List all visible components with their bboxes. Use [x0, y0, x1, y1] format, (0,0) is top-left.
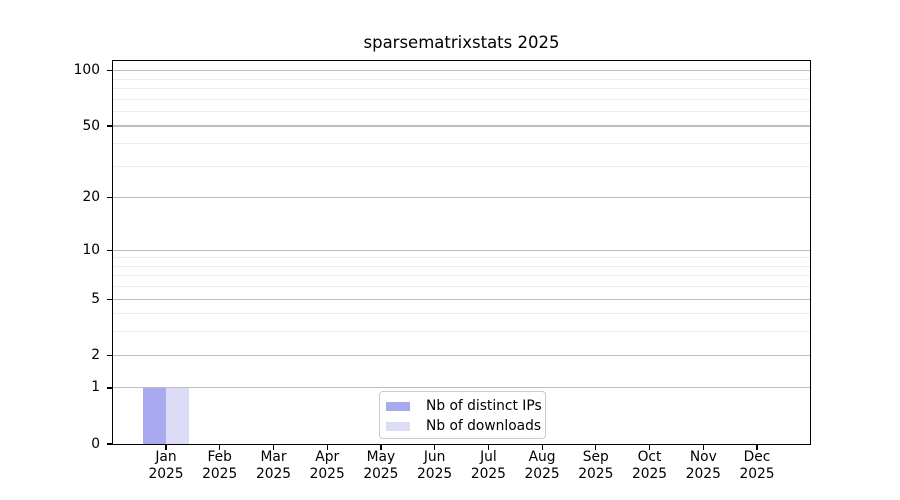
major-gridline — [113, 387, 810, 389]
legend-swatch — [386, 401, 410, 411]
y-tick-mark — [107, 443, 113, 445]
minor-gridline — [113, 143, 810, 145]
plot-area — [112, 60, 811, 445]
x-tick-mark — [541, 444, 543, 450]
major-gridline — [113, 298, 810, 300]
bar-distinct-ips — [143, 387, 166, 444]
x-tick-mark — [326, 444, 328, 450]
x-tick-label: Oct 2025 — [631, 449, 668, 482]
x-tick-mark — [219, 444, 221, 450]
minor-gridline — [113, 286, 810, 288]
x-tick-label: Dec 2025 — [739, 449, 775, 482]
minor-gridline — [113, 313, 810, 315]
x-tick-mark — [702, 444, 704, 450]
x-tick-label: Mar 2025 — [255, 449, 292, 482]
legend: Nb of distinct IPs Nb of downloads — [379, 391, 546, 439]
major-gridline — [113, 354, 810, 356]
minor-gridline — [113, 98, 810, 100]
y-tick-label: 1 — [91, 379, 100, 396]
x-tick-mark — [648, 444, 651, 450]
y-tick-mark — [107, 249, 113, 251]
y-tick-mark — [107, 387, 113, 389]
y-tick-mark — [107, 298, 113, 300]
minor-gridline — [113, 257, 810, 259]
legend-entry-downloads: Nb of downloads — [386, 416, 545, 436]
minor-gridline — [113, 265, 810, 267]
y-tick-label: 100 — [73, 62, 100, 79]
y-tick-mark — [107, 197, 113, 199]
x-tick-label: Jan 2025 — [148, 449, 184, 482]
x-tick-label: Jun 2025 — [417, 449, 453, 482]
major-gridline — [113, 249, 810, 251]
y-tick-label: 20 — [82, 189, 100, 206]
y-tick-mark — [107, 125, 113, 127]
x-tick-label: Apr 2025 — [309, 449, 345, 482]
minor-gridline — [113, 331, 810, 333]
chart-title: sparsematrixstats 2025 — [363, 33, 560, 52]
minor-gridline — [113, 78, 810, 80]
x-tick-label: Jul 2025 — [470, 449, 506, 482]
y-tick-label: 5 — [91, 290, 100, 307]
major-gridline — [113, 125, 810, 127]
legend-label: Nb of downloads — [426, 418, 542, 434]
legend-swatch — [386, 421, 410, 431]
x-tick-mark — [272, 444, 275, 450]
x-tick-mark — [487, 444, 490, 450]
y-tick-label: 2 — [91, 346, 100, 363]
y-tick-mark — [107, 354, 113, 356]
minor-gridline — [113, 275, 810, 277]
minor-gridline — [113, 88, 810, 90]
y-tick-label: 0 — [91, 435, 100, 452]
x-tick-mark — [165, 444, 167, 450]
x-tick-label: Aug 2025 — [524, 449, 560, 482]
y-tick-label: 10 — [82, 241, 100, 258]
legend-label: Nb of distinct IPs — [426, 398, 542, 414]
x-tick-mark — [434, 444, 436, 450]
x-tick-mark — [756, 444, 758, 450]
major-gridline — [113, 197, 810, 199]
x-tick-label: Feb 2025 — [202, 449, 238, 482]
major-gridline — [113, 70, 810, 72]
bar-downloads — [166, 387, 189, 444]
minor-gridline — [113, 111, 810, 113]
y-tick-label: 50 — [82, 117, 100, 134]
x-tick-mark — [380, 444, 382, 450]
y-tick-mark — [107, 70, 113, 72]
legend-entry-distinct-ips: Nb of distinct IPs — [386, 396, 545, 416]
x-tick-label: May 2025 — [363, 449, 399, 482]
minor-gridline — [113, 165, 810, 167]
x-tick-label: Sep 2025 — [578, 449, 614, 482]
x-tick-label: Nov 2025 — [685, 449, 721, 482]
x-tick-mark — [595, 444, 597, 450]
